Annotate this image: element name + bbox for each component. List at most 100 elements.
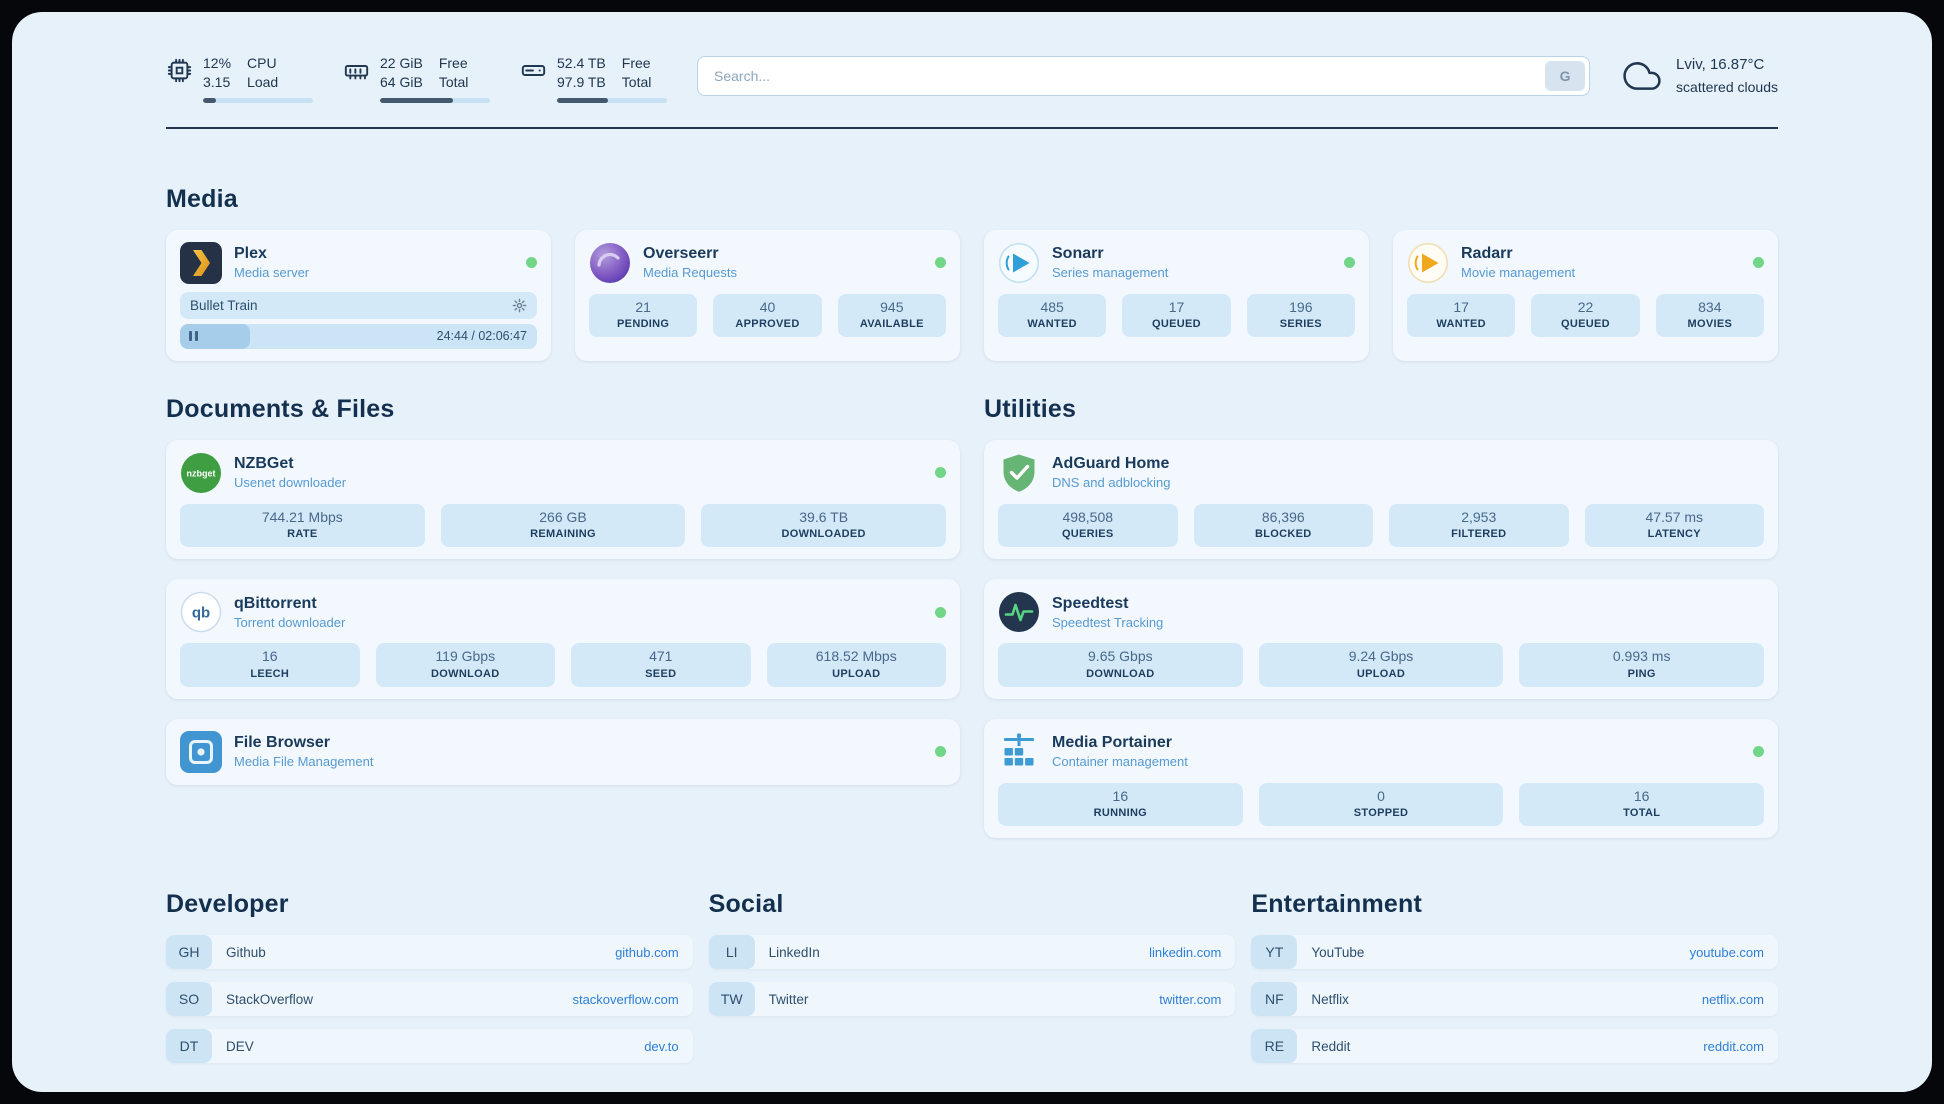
adguard-card[interactable]: AdGuard Home DNS and adblocking 498,508 … <box>984 439 1778 560</box>
stat-label: MOVIES <box>1687 318 1733 331</box>
plex-card[interactable]: Plex Media server Bullet Train 24:44 / 0… <box>166 229 551 361</box>
section-title-utilities: Utilities <box>984 394 1077 423</box>
bookmark-url[interactable]: twitter.com <box>1159 991 1222 1007</box>
stat-tile: 0.993 ms PING <box>1519 643 1764 687</box>
ram-usage-bar-fill <box>380 97 453 103</box>
stat-tile: 9.65 Gbps DOWNLOAD <box>998 643 1243 687</box>
stat-label: DOWNLOADED <box>781 528 866 541</box>
stat-label: PING <box>1627 667 1656 680</box>
stat-tile: 618.52 Mbps UPLOAD <box>766 643 946 687</box>
plex-progress-bar[interactable]: 24:44 / 02:06:47 <box>180 323 537 349</box>
radarr-card[interactable]: Radarr Movie management 17 WANTED 22 QUE… <box>1393 229 1778 361</box>
bookmark-url[interactable]: github.com <box>615 944 679 960</box>
stat-value: 40 <box>759 298 776 315</box>
stat-value: 16 <box>1112 787 1129 804</box>
bookmark-youtube[interactable]: YT YouTube youtube.com <box>1251 935 1778 970</box>
bookmark-name: LinkedIn <box>768 944 820 960</box>
gear-icon[interactable] <box>512 298 527 313</box>
bookmark-linkedin[interactable]: LI LinkedIn linkedin.com <box>708 935 1236 970</box>
overseerr-icon <box>589 242 631 284</box>
app-name: Overseerr <box>643 245 719 263</box>
cpu-usage-value: 12% <box>203 55 232 71</box>
section-title-media: Media <box>166 184 238 213</box>
bookmark-reddit[interactable]: RE Reddit reddit.com <box>1251 1029 1778 1064</box>
status-dot <box>935 467 946 479</box>
bookmark-stackoverflow[interactable]: SO StackOverflow stackoverflow.com <box>166 982 693 1017</box>
weather-location: Lviv, 16.87°C <box>1676 56 1765 73</box>
stat-value: 16 <box>1633 787 1650 804</box>
stat-label: SEED <box>645 667 677 680</box>
app-name: File Browser <box>234 734 331 752</box>
cpu-icon <box>166 54 193 84</box>
stat-tile: 40 APPROVED <box>713 293 822 338</box>
bookmark-url[interactable]: stackoverflow.com <box>572 991 679 1007</box>
stat-label: TOTAL <box>1623 807 1661 820</box>
stat-value: 2,953 <box>1461 508 1497 525</box>
stat-label: REMAINING <box>530 528 596 541</box>
bookmarks-area: Developer GH Github github.com SO StackO… <box>166 890 1778 1076</box>
stat-tile: 2,953 FILTERED <box>1389 503 1569 548</box>
bookmark-url[interactable]: youtube.com <box>1689 944 1764 960</box>
bookmark-url[interactable]: dev.to <box>644 1038 679 1054</box>
cpu-usage-bar <box>203 97 313 103</box>
speedtest-card[interactable]: Speedtest Speedtest Tracking 9.65 Gbps D… <box>984 579 1778 699</box>
stat-value: 945 <box>880 298 904 315</box>
disk-total-label: Total <box>621 73 652 90</box>
bookmark-abbr: SO <box>166 982 212 1017</box>
weather-widget: Lviv, 16.87°C scattered clouds <box>1620 54 1778 98</box>
bookmark-url[interactable]: linkedin.com <box>1149 944 1222 960</box>
stat-label: LEECH <box>250 667 290 680</box>
bookmark-abbr: TW <box>708 982 755 1017</box>
qbittorrent-icon: qb <box>180 591 222 633</box>
disk-free-label: Free <box>621 55 651 71</box>
stat-value: 471 <box>649 648 673 665</box>
bookmark-name: Netflix <box>1311 991 1349 1007</box>
stat-tile: 196 SERIES <box>1246 293 1355 338</box>
stat-tile: 119 Gbps DOWNLOAD <box>375 643 555 687</box>
status-dot <box>1344 257 1355 269</box>
stat-value: 86,396 <box>1261 508 1305 525</box>
stat-tile: 498,508 QUERIES <box>998 503 1178 548</box>
nzbget-card[interactable]: nzbget NZBGet Usenet downloader 744.21 M… <box>166 439 960 560</box>
overseerr-card[interactable]: Overseerr Media Requests 21 PENDING 40 A… <box>575 229 960 361</box>
stat-tile: 21 PENDING <box>589 293 698 338</box>
app-subtitle: Usenet downloader <box>234 475 347 491</box>
plex-icon <box>180 241 222 284</box>
stat-value: 618.52 Mbps <box>815 648 897 665</box>
stat-value: 834 <box>1698 298 1722 315</box>
bookmark-netflix[interactable]: NF Netflix netflix.com <box>1251 982 1778 1017</box>
portainer-card[interactable]: Media Portainer Container management 16 … <box>984 718 1778 839</box>
stat-label: SERIES <box>1279 318 1322 331</box>
stat-label: DOWNLOAD <box>1086 667 1155 680</box>
speedtest-icon <box>998 591 1040 633</box>
bookmark-url[interactable]: netflix.com <box>1701 991 1764 1007</box>
app-subtitle: Movie management <box>1461 265 1576 281</box>
bookmark-url[interactable]: reddit.com <box>1703 1038 1764 1054</box>
stat-label: WANTED <box>1436 318 1486 331</box>
pause-icon[interactable] <box>189 331 198 342</box>
bookmark-github[interactable]: GH Github github.com <box>166 935 693 970</box>
search-input[interactable] <box>697 56 1591 96</box>
filebrowser-card[interactable]: File Browser Media File Management <box>166 718 960 785</box>
bookmark-abbr: GH <box>166 935 212 970</box>
sonarr-card[interactable]: Sonarr Series management 485 WANTED 17 Q… <box>984 229 1369 361</box>
app-name: qBittorrent <box>234 594 317 612</box>
bookmark-dev[interactable]: DT DEV dev.to <box>166 1029 693 1064</box>
app-subtitle: Media server <box>234 265 310 281</box>
now-playing-title: Bullet Train <box>190 297 258 313</box>
qbittorrent-card[interactable]: qb qBittorrent Torrent downloader 16 LEE… <box>166 579 960 699</box>
app-subtitle: Media File Management <box>234 754 374 770</box>
stat-tile: 9.24 Gbps UPLOAD <box>1258 643 1504 687</box>
status-dot <box>935 606 946 618</box>
stat-label: UPLOAD <box>1356 667 1406 680</box>
stat-label: WANTED <box>1027 318 1077 331</box>
weather-description: scattered clouds <box>1676 78 1778 95</box>
app-name: Sonarr <box>1052 245 1104 263</box>
section-title-developer: Developer <box>166 890 289 919</box>
search-engine-button[interactable]: G <box>1545 61 1586 91</box>
disk-free-value: 52.4 TB <box>557 55 606 71</box>
bookmark-twitter[interactable]: TW Twitter twitter.com <box>708 982 1236 1017</box>
stat-value: 21 <box>635 298 651 315</box>
stat-tile: 47.57 ms LATENCY <box>1584 503 1764 548</box>
